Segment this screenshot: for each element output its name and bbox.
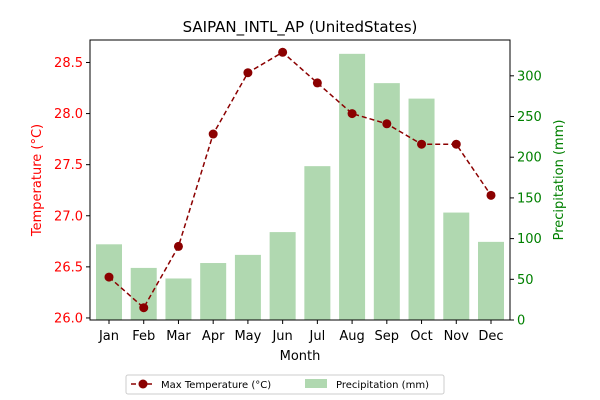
x-tick-label: Jun <box>271 329 292 344</box>
temperature-point-oct <box>417 139 427 149</box>
precipitation-bar-aug <box>339 53 366 320</box>
y-left-axis-ticks: 26.0 26.5 27.0 27.5 28.0 28.5 <box>54 56 90 326</box>
precipitation-bar-mar <box>165 278 192 320</box>
x-axis-label: Month <box>280 349 321 364</box>
precipitation-bar-apr <box>200 263 227 320</box>
precipitation-bar-jun <box>269 232 296 320</box>
legend: Max Temperature (°C) Precipitation (mm) <box>125 374 445 395</box>
temperature-point-may <box>243 68 253 78</box>
temperature-line <box>104 47 496 313</box>
legend-box <box>125 374 445 395</box>
precipitation-bar-sep <box>373 83 400 321</box>
chart-title: SAIPAN_INTL_AP (UnitedStates) <box>183 18 418 37</box>
precipitation-bar-dec <box>478 241 504 320</box>
y-right-tick-label: 300 <box>517 69 542 84</box>
y-right-tick-label: 100 <box>517 232 542 247</box>
plot-frame <box>89 39 511 321</box>
y-right-tick-label: 150 <box>517 191 542 206</box>
temperature-point-jan <box>104 272 114 282</box>
legend-marker-swatch <box>138 379 148 389</box>
y-right-tick-label: 0 <box>517 314 525 329</box>
y-left-tick-label: 27.5 <box>54 158 83 173</box>
legend-label-temperature: Max Temperature (°C) <box>161 380 271 391</box>
x-tick-label: Jan <box>98 329 119 344</box>
x-tick-label: Oct <box>410 329 432 344</box>
legend-label-precipitation: Precipitation (mm) <box>336 380 429 391</box>
precipitation-bar-may <box>234 254 261 320</box>
x-tick-label: Sep <box>375 329 400 344</box>
y-right-tick-label: 250 <box>517 110 542 125</box>
temperature-point-jul <box>312 78 322 88</box>
y-left-axis-label: Temperature (°C) <box>30 124 45 237</box>
y-right-axis-ticks: 0 50 100 150 200 250 300 <box>510 69 542 329</box>
precipitation-bar-jan <box>96 244 122 320</box>
x-tick-label: Mar <box>166 329 191 344</box>
temperature-point-mar <box>173 241 183 251</box>
x-tick-label: Feb <box>132 329 155 344</box>
y-left-tick-label: 27.0 <box>54 209 83 224</box>
y-left-tick-label: 28.5 <box>54 56 83 71</box>
y-left-tick-label: 26.0 <box>54 311 83 326</box>
temperature-point-jun <box>278 47 288 57</box>
precipitation-bar-nov <box>443 212 470 320</box>
temperature-point-sep <box>382 119 392 129</box>
x-tick-label: Nov <box>444 329 470 344</box>
temperature-point-apr <box>208 129 218 139</box>
x-axis-ticks: Jan Feb Mar Apr May Jun Jul Aug Sep Oct Nov Dec <box>98 320 504 344</box>
temperature-point-dec <box>486 190 496 200</box>
x-tick-label: Apr <box>202 329 225 344</box>
y-right-tick-label: 200 <box>517 151 542 166</box>
x-tick-label: Aug <box>339 329 364 344</box>
temperature-point-aug <box>347 109 357 119</box>
x-tick-label: Jul <box>309 329 326 344</box>
y-left-tick-label: 26.5 <box>54 260 83 275</box>
y-left-tick-label: 28.0 <box>54 107 83 122</box>
legend-bar-swatch <box>305 379 327 388</box>
precipitation-bar-jul <box>304 166 331 320</box>
y-right-tick-label: 50 <box>517 273 534 288</box>
temperature-series-line <box>108 51 492 309</box>
y-right-axis-label: Precipitation (mm) <box>552 120 567 241</box>
temperature-point-feb <box>139 303 149 313</box>
precipitation-bars <box>96 53 504 321</box>
x-tick-label: May <box>234 329 261 344</box>
temperature-point-nov <box>451 139 461 149</box>
x-tick-label: Dec <box>478 329 503 344</box>
precipitation-bar-oct <box>408 98 435 321</box>
